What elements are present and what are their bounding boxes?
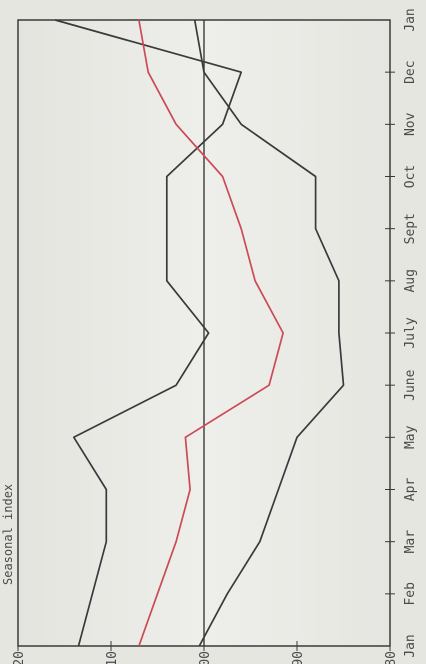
value-tick-label: 100 [198,651,213,664]
month-tick-label: Oct [403,165,418,188]
series-layer [54,19,345,647]
y-axis-title: Seasonal index [1,484,15,585]
value-tick-label: 120 [12,651,27,664]
value-tick-label: 80 [384,651,399,664]
month-tick-label: Apr [403,478,418,502]
month-tick-label: June [403,369,418,400]
series-line-2 [138,19,284,647]
value-tick-label: 90 [291,651,306,664]
month-tick-label: Jan [403,8,418,31]
month-tick-label: Aug [403,269,418,292]
ticks-layer: Jan Feb Mar Apr May June July Aug Sept Oct Nov Dec J… [12,8,418,664]
month-tick-label: Feb [403,582,418,606]
month-tick-label: Dec [403,60,418,83]
month-tick-label: Nov [403,112,418,136]
value-tick-label: 110 [105,651,120,664]
month-tick-label: Mar [403,530,418,554]
month-tick-label: Jan [403,634,418,657]
month-tick-label: May [403,425,418,449]
month-tick-label: July [403,317,418,348]
month-tick-label: Sept [403,213,418,244]
series-line-3 [193,19,345,647]
series-line-1 [54,19,243,647]
